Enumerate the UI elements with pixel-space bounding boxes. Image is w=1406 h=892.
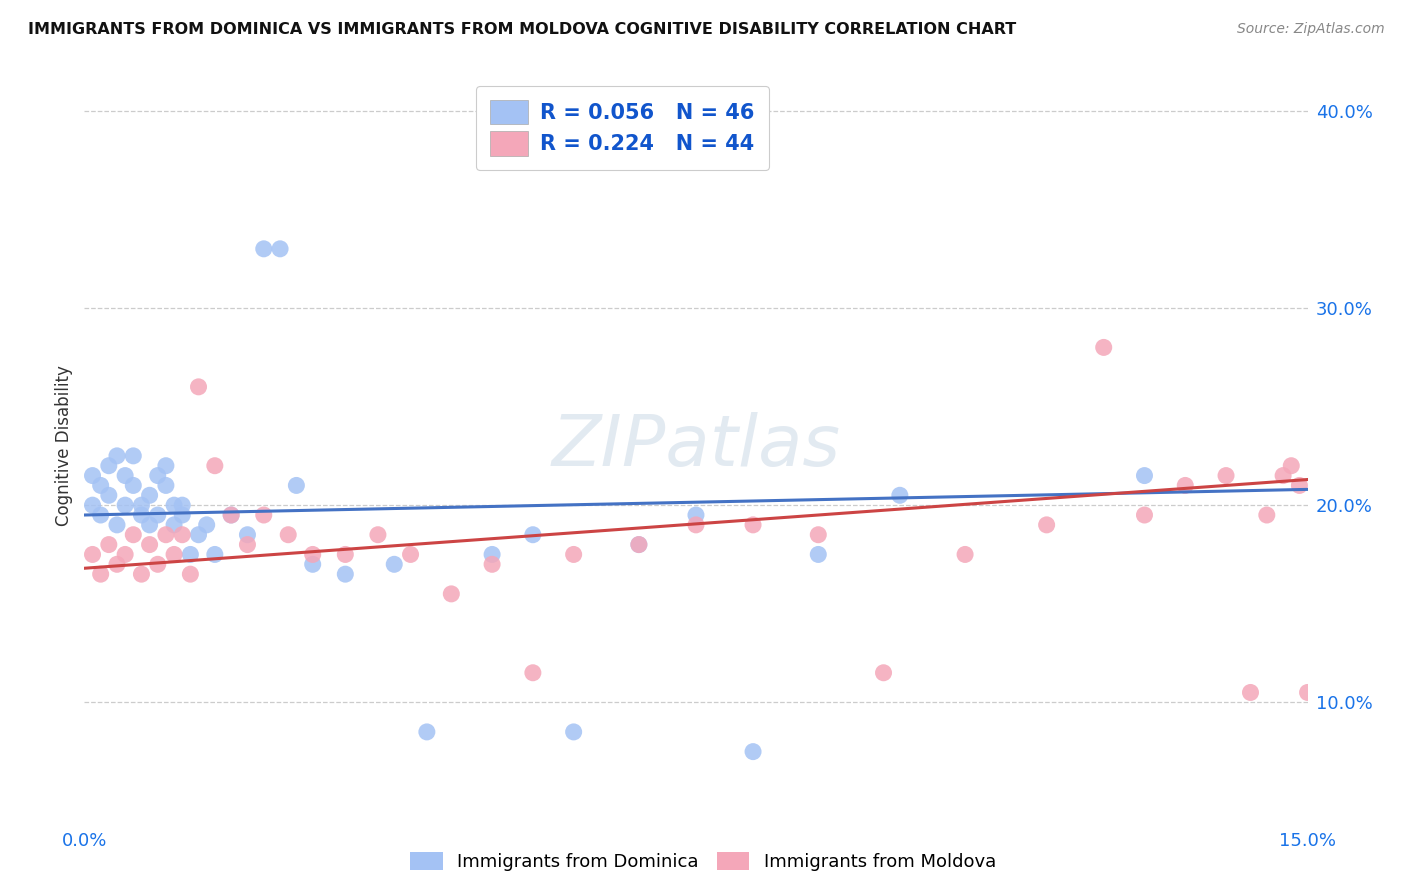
Point — [481, 558, 503, 572]
Point — [122, 449, 145, 463]
Point — [146, 508, 169, 522]
Legend: Immigrants from Dominica, Immigrants from Moldova: Immigrants from Dominica, Immigrants fro… — [404, 845, 1002, 879]
Point — [82, 548, 104, 562]
Point — [1092, 340, 1115, 354]
Point — [301, 558, 323, 572]
Point — [522, 527, 544, 541]
Text: ZIPatlas: ZIPatlas — [551, 411, 841, 481]
Point — [97, 488, 120, 502]
Point — [627, 538, 650, 552]
Point — [155, 527, 177, 541]
Point — [685, 517, 707, 532]
Point — [627, 538, 650, 552]
Point — [562, 548, 585, 562]
Point — [114, 498, 136, 512]
Point — [1174, 478, 1197, 492]
Point — [277, 527, 299, 541]
Point — [195, 517, 218, 532]
Point — [301, 548, 323, 562]
Point — [114, 468, 136, 483]
Point — [105, 517, 128, 532]
Text: IMMIGRANTS FROM DOMINICA VS IMMIGRANTS FROM MOLDOVA COGNITIVE DISABILITY CORRELA: IMMIGRANTS FROM DOMINICA VS IMMIGRANTS F… — [28, 22, 1017, 37]
Point — [219, 508, 242, 522]
Point — [1133, 468, 1156, 483]
Point — [269, 242, 291, 256]
Point — [146, 468, 169, 483]
Point — [172, 498, 194, 512]
Point — [172, 527, 194, 541]
Point — [179, 567, 201, 582]
Point — [163, 498, 186, 512]
Point — [807, 548, 830, 562]
Point — [155, 458, 177, 473]
Point — [97, 538, 120, 552]
Point — [562, 725, 585, 739]
Point — [742, 745, 765, 759]
Point — [90, 478, 112, 492]
Point — [481, 548, 503, 562]
Point — [685, 508, 707, 522]
Point — [122, 527, 145, 541]
Point — [131, 567, 153, 582]
Point — [90, 508, 112, 522]
Point — [382, 558, 405, 572]
Point — [1288, 478, 1310, 492]
Point — [146, 558, 169, 572]
Point — [204, 458, 226, 473]
Point — [138, 517, 160, 532]
Point — [82, 468, 104, 483]
Point — [335, 567, 357, 582]
Point — [335, 548, 357, 562]
Point — [163, 517, 186, 532]
Point — [416, 725, 439, 739]
Point — [1215, 468, 1237, 483]
Point — [82, 498, 104, 512]
Point — [204, 548, 226, 562]
Point — [253, 508, 276, 522]
Point — [236, 538, 259, 552]
Point — [131, 508, 153, 522]
Legend: R = 0.056   N = 46, R = 0.224   N = 44: R = 0.056 N = 46, R = 0.224 N = 44 — [475, 86, 769, 170]
Point — [742, 517, 765, 532]
Point — [522, 665, 544, 680]
Point — [122, 478, 145, 492]
Point — [97, 458, 120, 473]
Point — [131, 498, 153, 512]
Point — [163, 548, 186, 562]
Point — [440, 587, 463, 601]
Point — [1272, 468, 1295, 483]
Point — [1133, 508, 1156, 522]
Point — [138, 488, 160, 502]
Text: Source: ZipAtlas.com: Source: ZipAtlas.com — [1237, 22, 1385, 37]
Point — [1279, 458, 1302, 473]
Point — [367, 527, 389, 541]
Point — [138, 538, 160, 552]
Point — [253, 242, 276, 256]
Point — [889, 488, 911, 502]
Point — [179, 548, 201, 562]
Point — [187, 527, 209, 541]
Point — [1239, 685, 1261, 699]
Point — [1035, 517, 1057, 532]
Point — [155, 478, 177, 492]
Point — [807, 527, 830, 541]
Point — [236, 527, 259, 541]
Point — [90, 567, 112, 582]
Point — [172, 508, 194, 522]
Point — [105, 558, 128, 572]
Point — [105, 449, 128, 463]
Point — [114, 548, 136, 562]
Y-axis label: Cognitive Disability: Cognitive Disability — [55, 366, 73, 526]
Point — [187, 380, 209, 394]
Point — [285, 478, 308, 492]
Point — [953, 548, 976, 562]
Point — [399, 548, 422, 562]
Point — [219, 508, 242, 522]
Point — [1296, 685, 1319, 699]
Point — [872, 665, 894, 680]
Point — [1256, 508, 1278, 522]
